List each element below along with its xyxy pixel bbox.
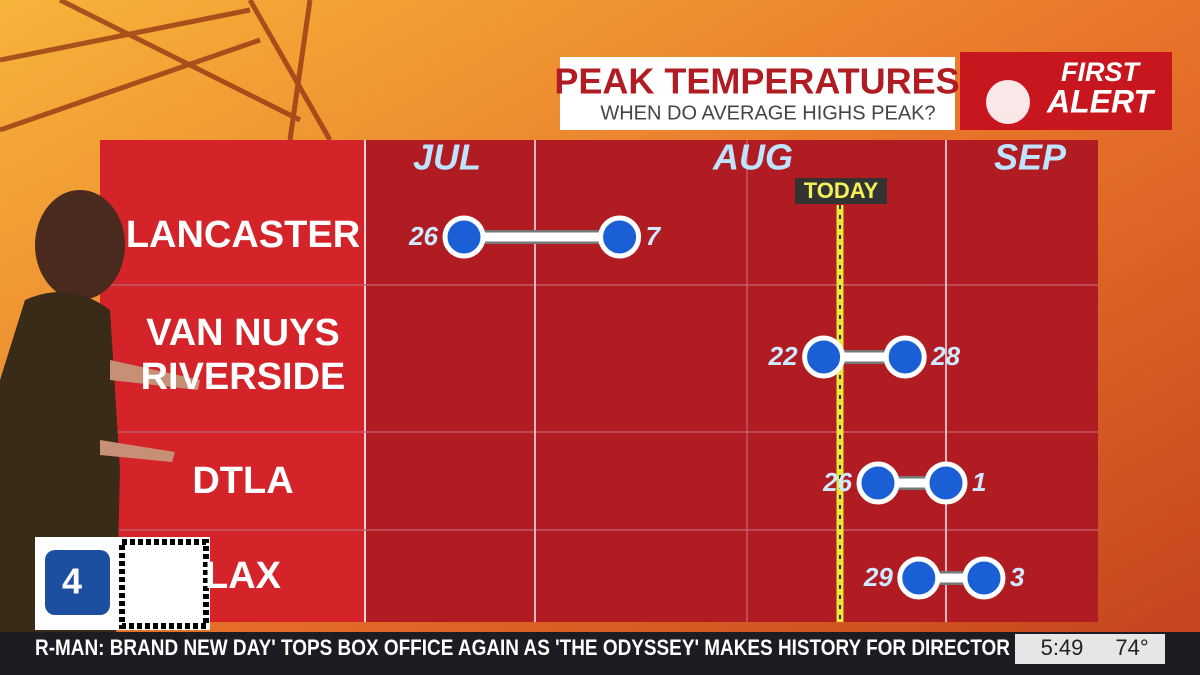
ticker-bar <box>0 632 1200 675</box>
plot <box>534 140 947 622</box>
peacock-logo <box>986 80 1030 124</box>
chart-subtitle: WHEN DO AVERAGE HIGHS PEAK? <box>600 102 935 124</box>
alert-line-2: ALERT <box>1046 83 1156 119</box>
start-dot <box>856 461 900 505</box>
row-label: LAX <box>205 555 282 597</box>
clock-temperature: 74° <box>1115 635 1148 660</box>
end-day-label: 28 <box>930 341 960 371</box>
qr-code <box>119 539 209 629</box>
end-dot <box>598 215 642 259</box>
row-label: LANCASTER <box>126 214 360 256</box>
row-dividers <box>100 284 1098 531</box>
start-day-label: 26 <box>822 467 852 497</box>
row-label: RIVERSIDE <box>141 356 346 398</box>
end-dot <box>962 556 1006 600</box>
ticker-headline: R-MAN: BRAND NEW DAY' TOPS BOX OFFICE AG… <box>35 635 1010 660</box>
month-label: AUG <box>712 137 793 178</box>
row-label: VAN NUYS <box>146 312 340 354</box>
today-marker: TODAY <box>795 178 887 622</box>
clock-time: 5:49 <box>1041 635 1084 660</box>
start-dot <box>897 556 941 600</box>
clock-box <box>1015 634 1165 664</box>
start-dot <box>442 215 486 259</box>
end-day-label: 7 <box>646 221 662 251</box>
row-label: DTLA <box>192 460 293 502</box>
month-label: SEP <box>994 137 1067 178</box>
start-day-label: 29 <box>863 562 893 592</box>
channel-number: 4 <box>62 561 82 602</box>
start-dot <box>802 335 846 379</box>
end-dot <box>883 335 927 379</box>
tower-graphic <box>0 0 333 142</box>
alert-line-1: FIRST <box>1061 57 1142 87</box>
chart-title: PEAK TEMPERATURES <box>554 61 959 102</box>
month-label: JUL <box>413 137 481 178</box>
end-dot <box>924 461 968 505</box>
start-day-label: 22 <box>768 341 798 371</box>
title-box <box>560 57 955 130</box>
today-label: TODAY <box>804 178 879 203</box>
end-day-label: 3 <box>1010 562 1025 592</box>
end-day-label: 1 <box>972 467 986 497</box>
start-day-label: 26 <box>408 221 438 251</box>
channel-logo <box>45 550 110 615</box>
